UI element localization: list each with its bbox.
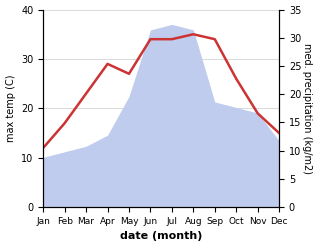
- Y-axis label: max temp (C): max temp (C): [5, 75, 16, 142]
- X-axis label: date (month): date (month): [120, 231, 202, 242]
- Y-axis label: med. precipitation (kg/m2): med. precipitation (kg/m2): [302, 43, 313, 174]
